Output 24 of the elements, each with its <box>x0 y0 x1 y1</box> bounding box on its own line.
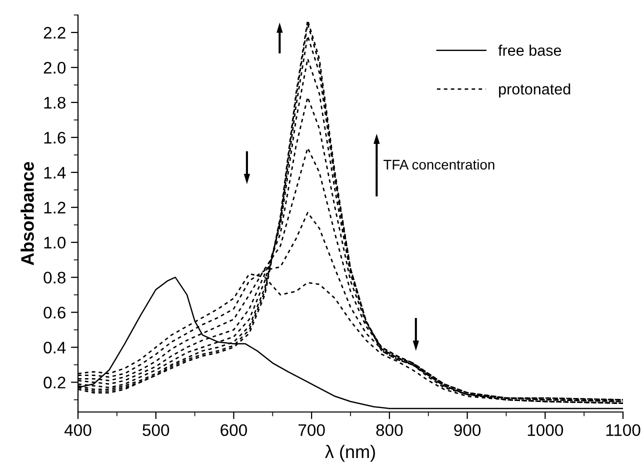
x-tick-label: 800 <box>376 424 403 436</box>
x-tick-label: 900 <box>454 424 481 436</box>
x-tick-label: 500 <box>142 424 170 436</box>
y-tick-label: 0.2 <box>44 376 66 388</box>
x-axis-title: λ (nm) <box>325 444 375 462</box>
x-tick-label: 600 <box>220 424 247 436</box>
y-tick-label: 0.6 <box>44 306 66 319</box>
y-tick-label: 1.6 <box>44 132 66 144</box>
x-tick-label: 1000 <box>528 424 564 436</box>
y-tick-label: 1.4 <box>44 166 66 178</box>
x-tick-label: 400 <box>64 424 92 436</box>
y-tick-label: 1.2 <box>44 202 66 214</box>
x-tick-label: 1100 <box>606 424 640 436</box>
legend-label: free base <box>498 44 562 56</box>
annotation: TFA concentration <box>384 159 494 170</box>
y-tick-label: 0.8 <box>44 272 66 284</box>
x-tick-label: 700 <box>298 424 325 436</box>
y-tick-label: 1.0 <box>44 236 66 249</box>
legend-label: protonated <box>499 83 570 98</box>
y-tick-label: 2.2 <box>44 26 66 39</box>
y-axis-title: Absorbance <box>20 162 34 266</box>
y-tick-label: 0.4 <box>44 342 66 354</box>
y-tick-label: 2.0 <box>44 62 66 74</box>
y-tick-label: 1.8 <box>44 96 66 109</box>
